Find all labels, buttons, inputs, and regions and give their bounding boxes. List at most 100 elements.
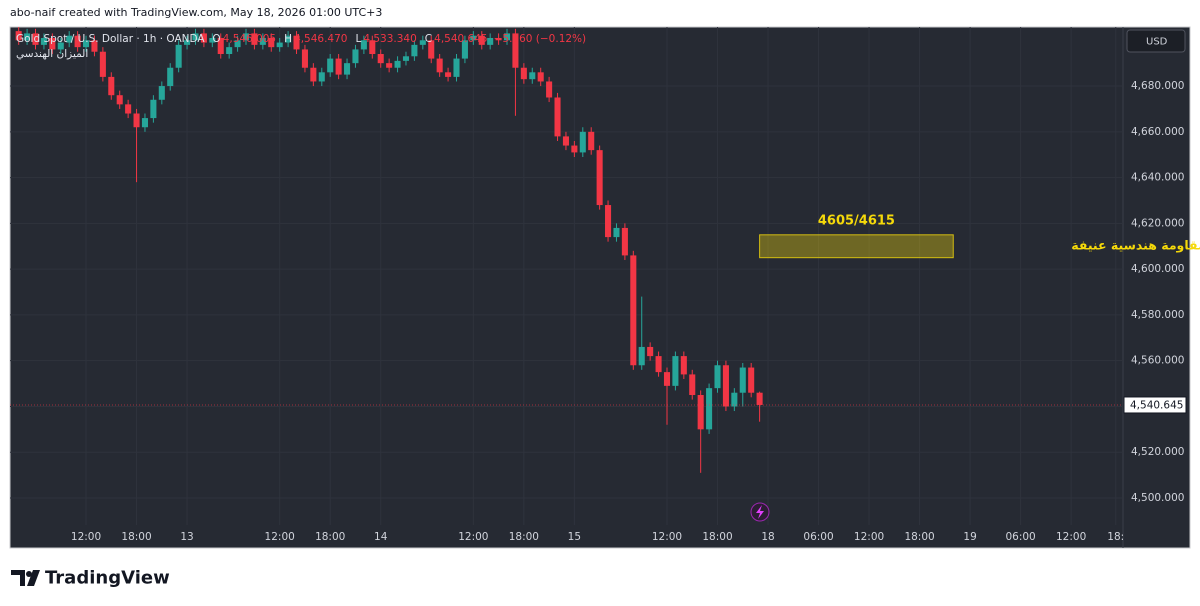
candle-body (546, 81, 553, 98)
candle-body (478, 35, 485, 45)
candle-body (352, 49, 359, 64)
legend-key: C (425, 33, 432, 45)
currency[interactable]: USD (1146, 37, 1168, 48)
candle-body (756, 392, 763, 405)
y-tick-label: 4,500.000 (1131, 492, 1184, 504)
candle-body (680, 356, 687, 375)
candle-body (369, 40, 376, 55)
candle-body (82, 40, 90, 48)
candle-body (141, 118, 148, 128)
candle-body (445, 72, 452, 77)
candle-body (24, 33, 31, 41)
x-tick-label: 19 (963, 531, 976, 543)
candle-body (655, 356, 662, 373)
plot (10, 27, 1123, 525)
x-tick-label: 12:00 (458, 531, 488, 543)
event-bolt (756, 505, 764, 519)
y-tick-label: 4,520.000 (1131, 446, 1184, 458)
candle-body (158, 86, 165, 100)
candle-body (739, 367, 746, 393)
chart-panel (9, 26, 1191, 549)
candle-body (495, 37, 502, 41)
candle-body (647, 346, 654, 357)
x-tick-label: 06:00 (803, 531, 833, 543)
candle-body (386, 63, 393, 68)
candle-body (428, 40, 435, 59)
x-tick-label: 12:00 (854, 531, 884, 543)
candle-body (99, 51, 106, 77)
candle-body (503, 33, 511, 41)
y-tick-label: 4,580.000 (1131, 309, 1184, 321)
candle-body (15, 31, 22, 41)
candle-body (554, 97, 561, 137)
last-price-box (1123, 396, 1187, 414)
x-tick-label: 12:00 (1056, 531, 1086, 543)
y-tick-label: 4,660.000 (1131, 126, 1184, 138)
creator-line: abo-naif created with TradingView.com, M… (10, 6, 382, 19)
candle-body (335, 58, 342, 75)
candle-body (301, 49, 308, 68)
candle-body (184, 40, 191, 45)
candle-body (394, 60, 401, 68)
x-tick-label: 18:00 (121, 531, 151, 543)
legend-value: 4,540.645 (434, 33, 487, 45)
candle-body (487, 37, 494, 45)
zone-label: 4605/4615 (818, 213, 895, 228)
candle-body (512, 33, 519, 68)
candle-body (209, 37, 216, 43)
indicator-name: الميزان الهندسي (16, 48, 88, 60)
candle-body (234, 40, 241, 48)
y-tick-label: 4,640.000 (1131, 172, 1184, 184)
candle-body (630, 255, 637, 366)
candle-body (596, 150, 603, 206)
candle-body (689, 374, 696, 396)
candle-body (32, 33, 39, 45)
legend-value: 4,546.005 (223, 33, 276, 45)
candle-body (344, 63, 351, 75)
legend-change: −5.360 (−0.12%) (494, 33, 587, 45)
candle-body (242, 33, 250, 41)
x-tick-label: 14 (374, 531, 388, 543)
candle-body (638, 346, 645, 366)
x-tick-label: 13 (180, 531, 193, 543)
candle-body (74, 35, 81, 48)
candle-body (731, 392, 738, 407)
x-tick-label: 18: (1107, 531, 1124, 543)
candle-body (529, 72, 536, 80)
candle-body (293, 35, 300, 50)
zone-text: مقاومة هندسية عنيفة (1071, 238, 1200, 253)
candle-body (402, 56, 410, 61)
candle-body (276, 42, 283, 48)
candle-body (672, 356, 679, 386)
x-tick-label: 06:00 (1005, 531, 1035, 543)
candle-body (268, 37, 275, 48)
candle-body (91, 40, 98, 52)
x-tick-label: 18 (761, 531, 774, 543)
candle-body (613, 227, 620, 238)
candle-body (133, 113, 140, 128)
legend-value: 4,546.470 (294, 33, 347, 45)
candle-body (571, 145, 578, 153)
candle-body (722, 365, 729, 407)
candle-body (150, 99, 157, 119)
x-tick-label: 15 (568, 531, 581, 543)
candle-body (318, 72, 325, 82)
candle-body (697, 395, 704, 430)
candle-body (436, 58, 443, 73)
candle-body (470, 35, 477, 41)
candle-body (108, 76, 115, 96)
candle-body (748, 367, 755, 393)
x-tick-label: 18:00 (315, 531, 345, 543)
candle-body (579, 131, 586, 153)
candle-body (251, 33, 258, 45)
candle-body (377, 54, 384, 64)
candle-body (125, 104, 132, 114)
legend-key: O (212, 33, 220, 45)
legend-key: H (284, 33, 292, 45)
currency-button[interactable] (1126, 29, 1186, 53)
brand: TradingView (45, 568, 170, 589)
tv-logo (11, 570, 40, 586)
candle-body (285, 35, 292, 43)
candle-body (167, 67, 174, 87)
